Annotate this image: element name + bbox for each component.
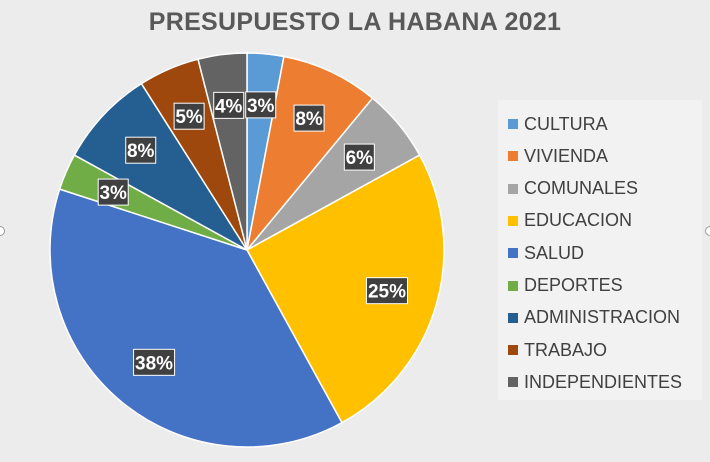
svg-text:3%: 3%: [99, 183, 127, 204]
svg-text:8%: 8%: [127, 141, 155, 162]
legend-swatch: [508, 183, 518, 194]
legend-item-cultura: CULTURA: [508, 109, 608, 139]
legend-item-trabajo: TRABAJO: [508, 335, 607, 365]
svg-text:6%: 6%: [346, 148, 374, 169]
legend-item-educacion: EDUCACION: [508, 206, 632, 236]
svg-text:38%: 38%: [135, 353, 173, 374]
data-label-vivienda: 8%: [293, 104, 325, 132]
legend-swatch: [508, 312, 518, 323]
legend-swatch: [508, 248, 518, 259]
legend-label: COMUNALES: [524, 178, 639, 199]
legend-swatch: [508, 280, 518, 291]
legend-item-independientes: INDEPENDIENTES: [508, 367, 682, 397]
pie-slice-educacion: [245, 154, 445, 424]
data-label-salud: 38%: [133, 348, 176, 376]
legend-label: EDUCACION: [524, 210, 633, 231]
legend-label: INDEPENDIENTES: [524, 371, 683, 392]
legend-item-vivienda: VIVIENDA: [508, 141, 608, 171]
legend-item-deportes: DEPORTES: [508, 271, 623, 301]
legend-item-salud: SALUD: [508, 238, 584, 268]
legend-label: SALUD: [524, 242, 585, 263]
chart-legend: CULTURA VIVIENDA COMUNALES EDUCACION SALUD DE…: [498, 100, 702, 400]
legend-swatch: [508, 345, 518, 356]
legend-label: ADMINISTRACION: [524, 307, 681, 328]
legend-label: TRABAJO: [524, 339, 608, 360]
data-label-independientes: 4%: [213, 91, 245, 119]
legend-item-administracion: ADMINISTRACION: [508, 303, 680, 333]
legend-label: VIVIENDA: [524, 145, 609, 166]
data-label-deportes: 3%: [97, 178, 129, 206]
pie-slice-salud: [49, 188, 343, 448]
data-label-cultura: 3%: [245, 91, 277, 119]
svg-text:3%: 3%: [247, 96, 275, 117]
chart-title: PRESUPUESTO LA HABANA 2021: [148, 8, 562, 36]
pie-slice-administracion: [73, 82, 248, 251]
data-label-comunales: 6%: [343, 143, 375, 171]
svg-text:5%: 5%: [175, 107, 203, 128]
data-label-trabajo: 5%: [173, 102, 205, 130]
resize-handle-right[interactable]: [705, 226, 710, 236]
legend-swatch: [508, 151, 518, 162]
svg-text:8%: 8%: [295, 109, 323, 130]
data-label-administracion: 8%: [125, 136, 157, 164]
svg-text:25%: 25%: [368, 282, 406, 303]
pie-slice-vivienda: [246, 55, 374, 251]
svg-text:4%: 4%: [215, 96, 243, 117]
legend-item-comunales: COMUNALES: [508, 174, 638, 204]
legend-swatch: [508, 119, 518, 129]
legend-swatch: [508, 377, 518, 388]
legend-label: DEPORTES: [524, 275, 623, 295]
legend-swatch: [508, 215, 518, 226]
legend-label: CULTURA: [524, 113, 608, 134]
data-label-educacion: 25%: [365, 277, 408, 305]
